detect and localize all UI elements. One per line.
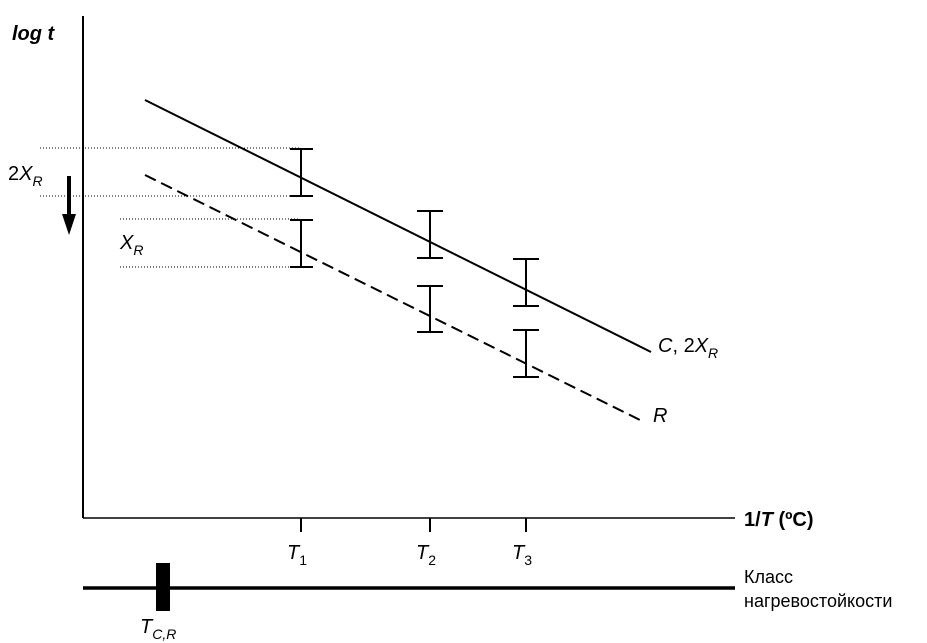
error-bar-c-t3 [513,258,539,307]
class-marker [156,563,170,611]
line-c-label: C, 2XR [658,335,718,361]
error-bar-c-t2 [417,210,443,259]
class-marker-label: TC,R [140,616,176,642]
y-axis-label: log t [12,23,56,45]
class-label-line1: Класс [744,567,793,587]
error-bar-r-t3 [513,329,539,378]
tick-label-t2: T2 [416,542,436,568]
down-arrow-icon [62,214,76,235]
error-bar-c-t1 [290,148,313,197]
xr-label: XR [119,232,143,258]
line-r [144,174,641,421]
tick-label-t3: T3 [512,542,532,568]
error-bar-r-t1 [290,219,313,268]
x-axis-label: 1/T (ºC) [744,509,814,531]
error-bar-r-t2 [417,285,443,333]
line-r-label: R [653,405,667,427]
class-label-line2: нагревостойкости [744,591,892,611]
tick-label-t1: T1 [287,542,307,568]
line-c-2xr [144,99,652,353]
two-xr-label: 2XR [8,163,43,189]
